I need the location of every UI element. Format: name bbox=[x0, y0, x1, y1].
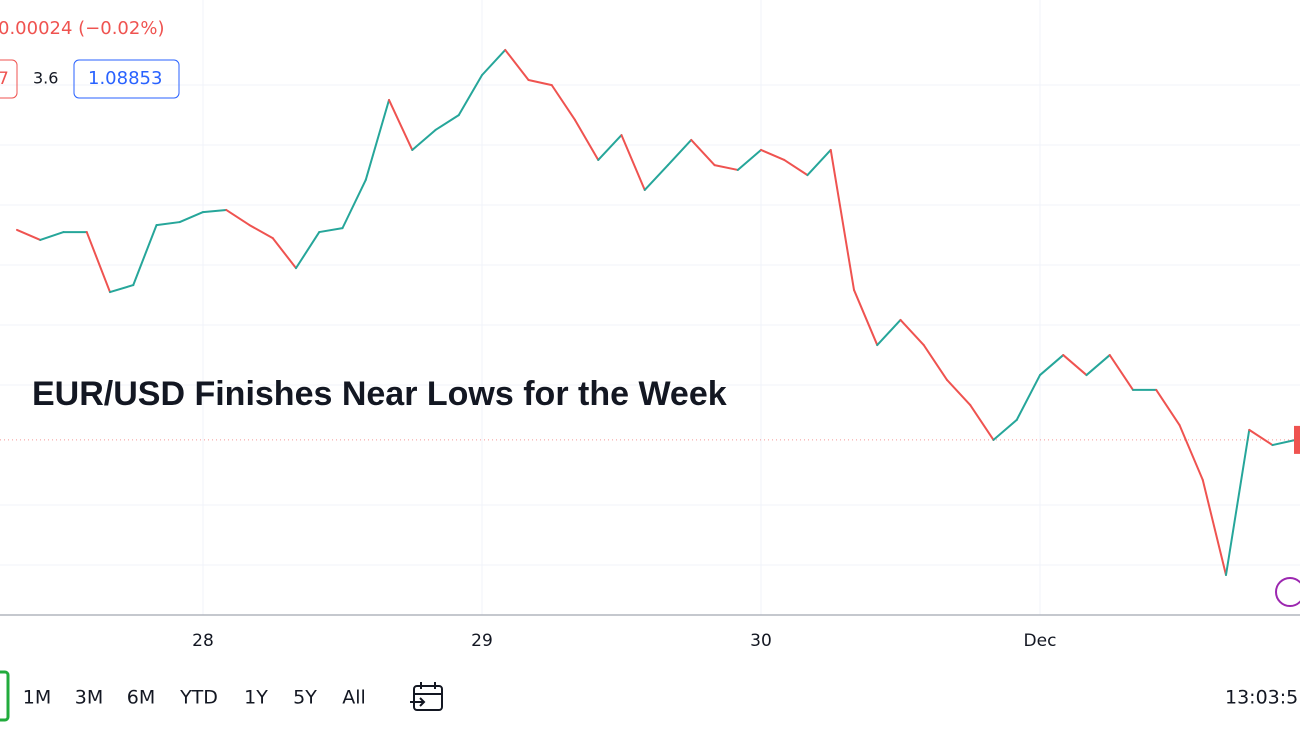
price-segment bbox=[899, 318, 925, 347]
chart-title: EUR/USD Finishes Near Lows for the Week bbox=[32, 375, 727, 413]
plot bbox=[0, 48, 1300, 577]
price-segment bbox=[1271, 438, 1297, 447]
price-segment bbox=[946, 378, 972, 407]
price-segment bbox=[132, 224, 158, 287]
price-segment bbox=[783, 158, 809, 177]
price-segment bbox=[550, 84, 576, 121]
price-segment bbox=[411, 128, 437, 151]
price-segment bbox=[1155, 388, 1181, 427]
price-segment bbox=[527, 78, 553, 87]
range-button[interactable]: 6M bbox=[127, 687, 155, 709]
range-button[interactable]: 1Y bbox=[244, 687, 268, 709]
clock: 13:03:5 bbox=[1225, 687, 1298, 709]
price-segment bbox=[457, 74, 483, 117]
price-segment bbox=[318, 227, 344, 234]
price-segment bbox=[271, 237, 297, 270]
buy-badge[interactable] bbox=[73, 59, 180, 99]
price-change: 0.00024 (−0.02%) bbox=[0, 18, 164, 39]
price-segment bbox=[760, 148, 786, 161]
price-segment bbox=[969, 404, 995, 441]
range-button[interactable]: 5Y bbox=[293, 687, 317, 709]
price-segment bbox=[643, 164, 669, 191]
price-segment bbox=[225, 208, 251, 227]
price-segment bbox=[922, 344, 948, 381]
price-segment bbox=[504, 48, 530, 81]
x-tick-label: Dec bbox=[1024, 631, 1057, 651]
x-tick-label: 30 bbox=[750, 631, 772, 651]
price-segment bbox=[1039, 354, 1065, 377]
range-button[interactable]: All bbox=[342, 687, 366, 709]
calendar-icon[interactable] bbox=[410, 682, 443, 711]
price-segment bbox=[620, 134, 646, 191]
price-segment bbox=[16, 228, 42, 241]
price-marker bbox=[1294, 425, 1300, 454]
price-segment bbox=[248, 224, 274, 240]
price-segment bbox=[597, 134, 623, 161]
price-segment bbox=[109, 284, 135, 294]
toolbar: 1M 3M 6M YTD 1Y 5Y All bbox=[23, 687, 366, 709]
event-icon[interactable] bbox=[1275, 577, 1300, 607]
price-segment bbox=[736, 148, 762, 171]
range-button[interactable]: 3M bbox=[75, 687, 103, 709]
price-segment bbox=[434, 114, 460, 131]
sell-text: 7 bbox=[0, 69, 9, 89]
spread: 3.6 bbox=[33, 69, 58, 88]
x-tick-label: 28 bbox=[192, 631, 214, 651]
range-button[interactable]: YTD bbox=[179, 687, 218, 709]
price-segment bbox=[1225, 428, 1251, 577]
price-segment bbox=[853, 288, 879, 347]
price-segment bbox=[295, 231, 321, 270]
price-segment bbox=[1015, 374, 1041, 421]
price-segment bbox=[876, 318, 902, 347]
price-segment bbox=[481, 48, 507, 77]
grid bbox=[0, 84, 1300, 566]
price-segment bbox=[39, 231, 65, 241]
price-segment bbox=[202, 208, 228, 214]
price-segment bbox=[690, 138, 716, 167]
price-segment bbox=[829, 148, 855, 291]
price-segment bbox=[1108, 354, 1134, 391]
price-segment bbox=[574, 118, 600, 161]
price-segment bbox=[364, 98, 390, 181]
price-segment bbox=[806, 148, 832, 177]
vertical-grid bbox=[202, 0, 1041, 615]
price-segment bbox=[388, 98, 414, 151]
x-tick-label: 29 bbox=[471, 631, 493, 651]
range-selected[interactable] bbox=[0, 670, 10, 722]
price-segment bbox=[667, 138, 693, 167]
price-segment bbox=[992, 418, 1018, 441]
price-segment bbox=[1085, 354, 1111, 377]
price-segment bbox=[341, 178, 367, 230]
buy-price[interactable]: 1.08853 bbox=[88, 68, 162, 89]
range-button[interactable]: 1M bbox=[23, 687, 51, 709]
sell-badge bbox=[0, 59, 18, 99]
price-segment bbox=[155, 221, 181, 227]
price-segment bbox=[178, 211, 204, 224]
price-segment bbox=[713, 164, 739, 171]
price-segment bbox=[1178, 424, 1204, 481]
price-segment bbox=[85, 231, 111, 294]
price-segment bbox=[1201, 478, 1227, 577]
price-segment bbox=[1062, 354, 1088, 377]
price-segment bbox=[1248, 428, 1274, 447]
